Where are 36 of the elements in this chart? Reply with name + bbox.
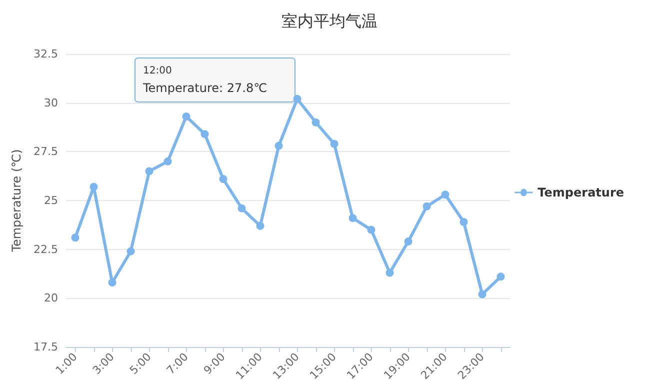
y-tick-label: 25 [44,194,58,207]
legend-label: Temperature [538,186,624,200]
y-axis-title: Temperature (℃) [10,149,24,253]
point [219,175,228,184]
point [90,182,98,191]
point [496,272,505,281]
point [238,204,246,212]
point [330,140,338,148]
point [145,167,154,176]
y-tick-label: 17.5 [34,340,58,354]
y-tick-label: 32.5 [34,48,58,60]
point [478,290,486,298]
point [441,190,450,199]
point [386,268,394,277]
point [404,238,412,246]
point [126,247,135,256]
point [274,142,283,150]
point [71,234,80,242]
point [460,218,468,226]
y-tick-label: 22.5 [34,242,58,256]
point [293,94,302,103]
y-tick-label: 27.5 [34,145,58,158]
point [200,130,209,138]
annotation: Temperature: 27.8℃ [142,81,268,95]
point [312,118,320,126]
point [256,222,264,230]
point [422,202,431,210]
point [348,214,357,222]
y-tick-label: 20 [44,292,58,305]
point [108,278,116,287]
point [164,157,172,166]
annotation: 12:00 [143,66,172,76]
point [182,112,190,121]
point [367,226,376,234]
y-tick-label: 30 [44,96,58,110]
chart-title: 室内平均气温 [282,12,378,30]
